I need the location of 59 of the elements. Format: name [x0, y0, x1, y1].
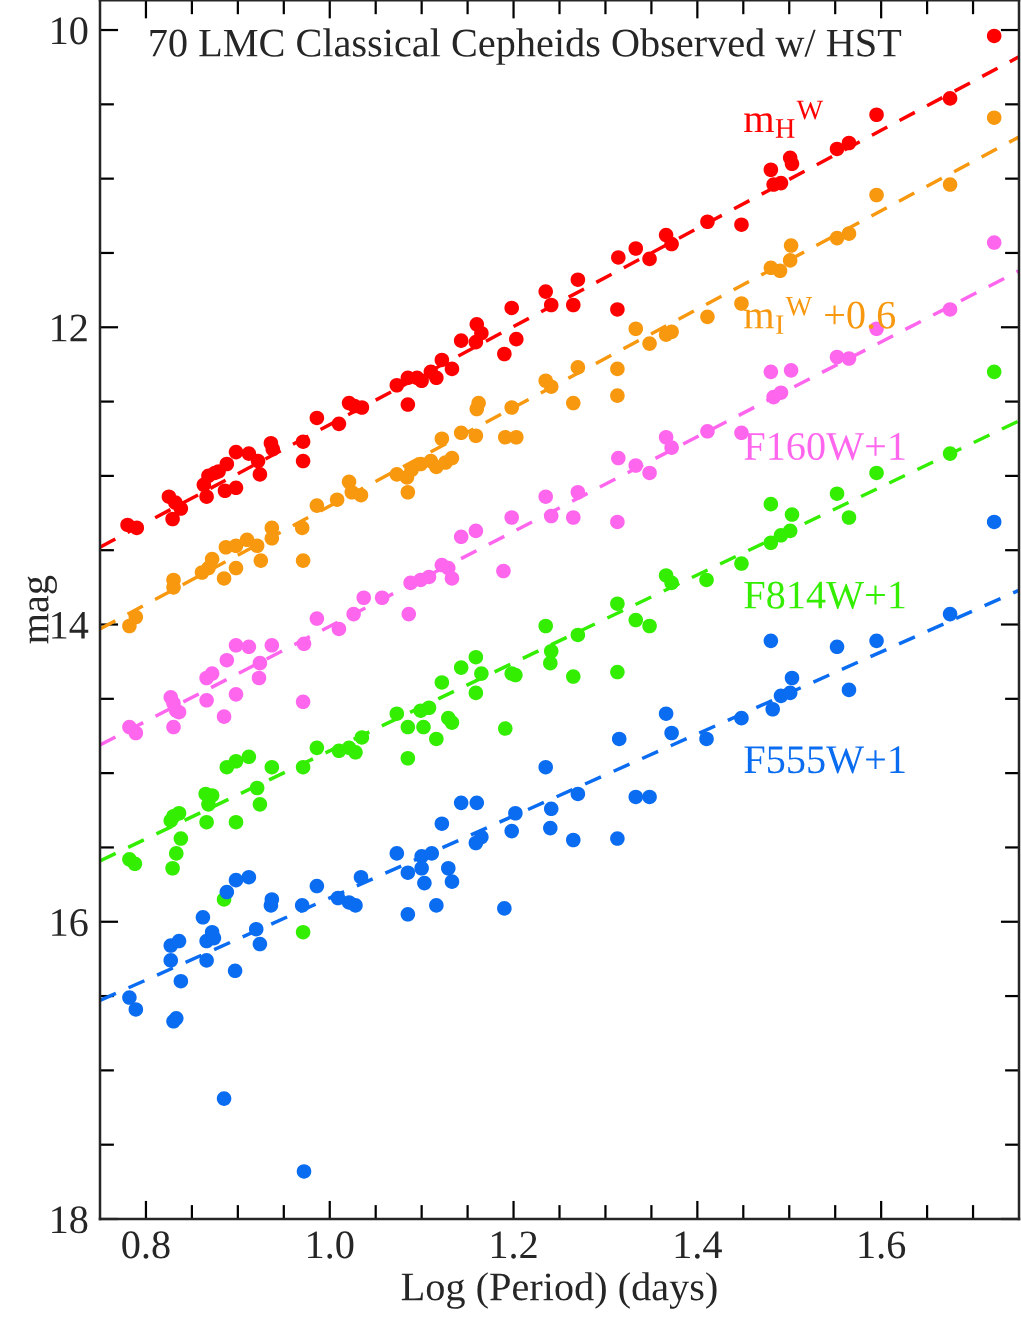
series-label: F555W+1	[744, 746, 905, 774]
text: 70 LMC Classical Cepheids Observed w/ HST	[150, 28, 902, 65]
point	[346, 606, 361, 622]
point	[783, 363, 799, 378]
point	[543, 508, 559, 524]
y-tick-label: 16	[52, 909, 88, 937]
point	[356, 590, 372, 606]
point	[453, 529, 469, 545]
point	[216, 709, 232, 724]
point	[251, 670, 267, 686]
series-label: m$_{H}$$^{W}$	[744, 100, 824, 138]
point	[309, 611, 325, 626]
series-label: F814W+1	[744, 581, 905, 609]
point	[228, 638, 244, 653]
point	[401, 606, 417, 622]
point	[496, 563, 511, 579]
point	[219, 652, 235, 668]
x-axis-title: Log (Period) (days)	[401, 1272, 717, 1309]
x-tick-label: 1.4	[675, 1231, 722, 1259]
point	[199, 693, 214, 708]
point	[610, 514, 625, 530]
point	[228, 687, 244, 702]
y-tick-label: 10	[52, 17, 88, 45]
point	[538, 489, 553, 504]
point	[252, 655, 268, 671]
point	[611, 450, 626, 466]
point	[986, 235, 1002, 250]
point	[296, 636, 312, 652]
series-label: F160W+1	[744, 432, 905, 461]
point	[942, 302, 958, 317]
point	[241, 639, 257, 655]
point	[628, 458, 644, 473]
point	[566, 510, 581, 525]
point	[295, 694, 311, 710]
x-tick-label: 1.6	[859, 1231, 906, 1259]
point	[128, 725, 144, 741]
y-tick-label: 18	[52, 1206, 88, 1234]
point	[204, 666, 220, 681]
point	[374, 590, 390, 606]
x-tick-label: 1.2	[491, 1231, 537, 1259]
x-tick-label: 1.0	[308, 1231, 354, 1259]
point	[829, 349, 845, 365]
point	[570, 484, 586, 500]
x-tick-label: 0.8	[122, 1231, 170, 1259]
point	[841, 351, 857, 366]
point	[331, 621, 347, 637]
point	[444, 571, 460, 586]
point	[700, 424, 715, 439]
point	[468, 523, 484, 539]
series-label: m$_{I}$$^{W}$ +0.6	[744, 296, 896, 334]
y-tick-label: 12	[52, 314, 87, 342]
point	[504, 510, 519, 525]
point	[166, 719, 181, 735]
point	[421, 569, 437, 585]
point	[664, 440, 679, 455]
point	[642, 465, 657, 481]
point	[264, 638, 280, 653]
point	[773, 385, 789, 400]
point	[763, 364, 779, 380]
